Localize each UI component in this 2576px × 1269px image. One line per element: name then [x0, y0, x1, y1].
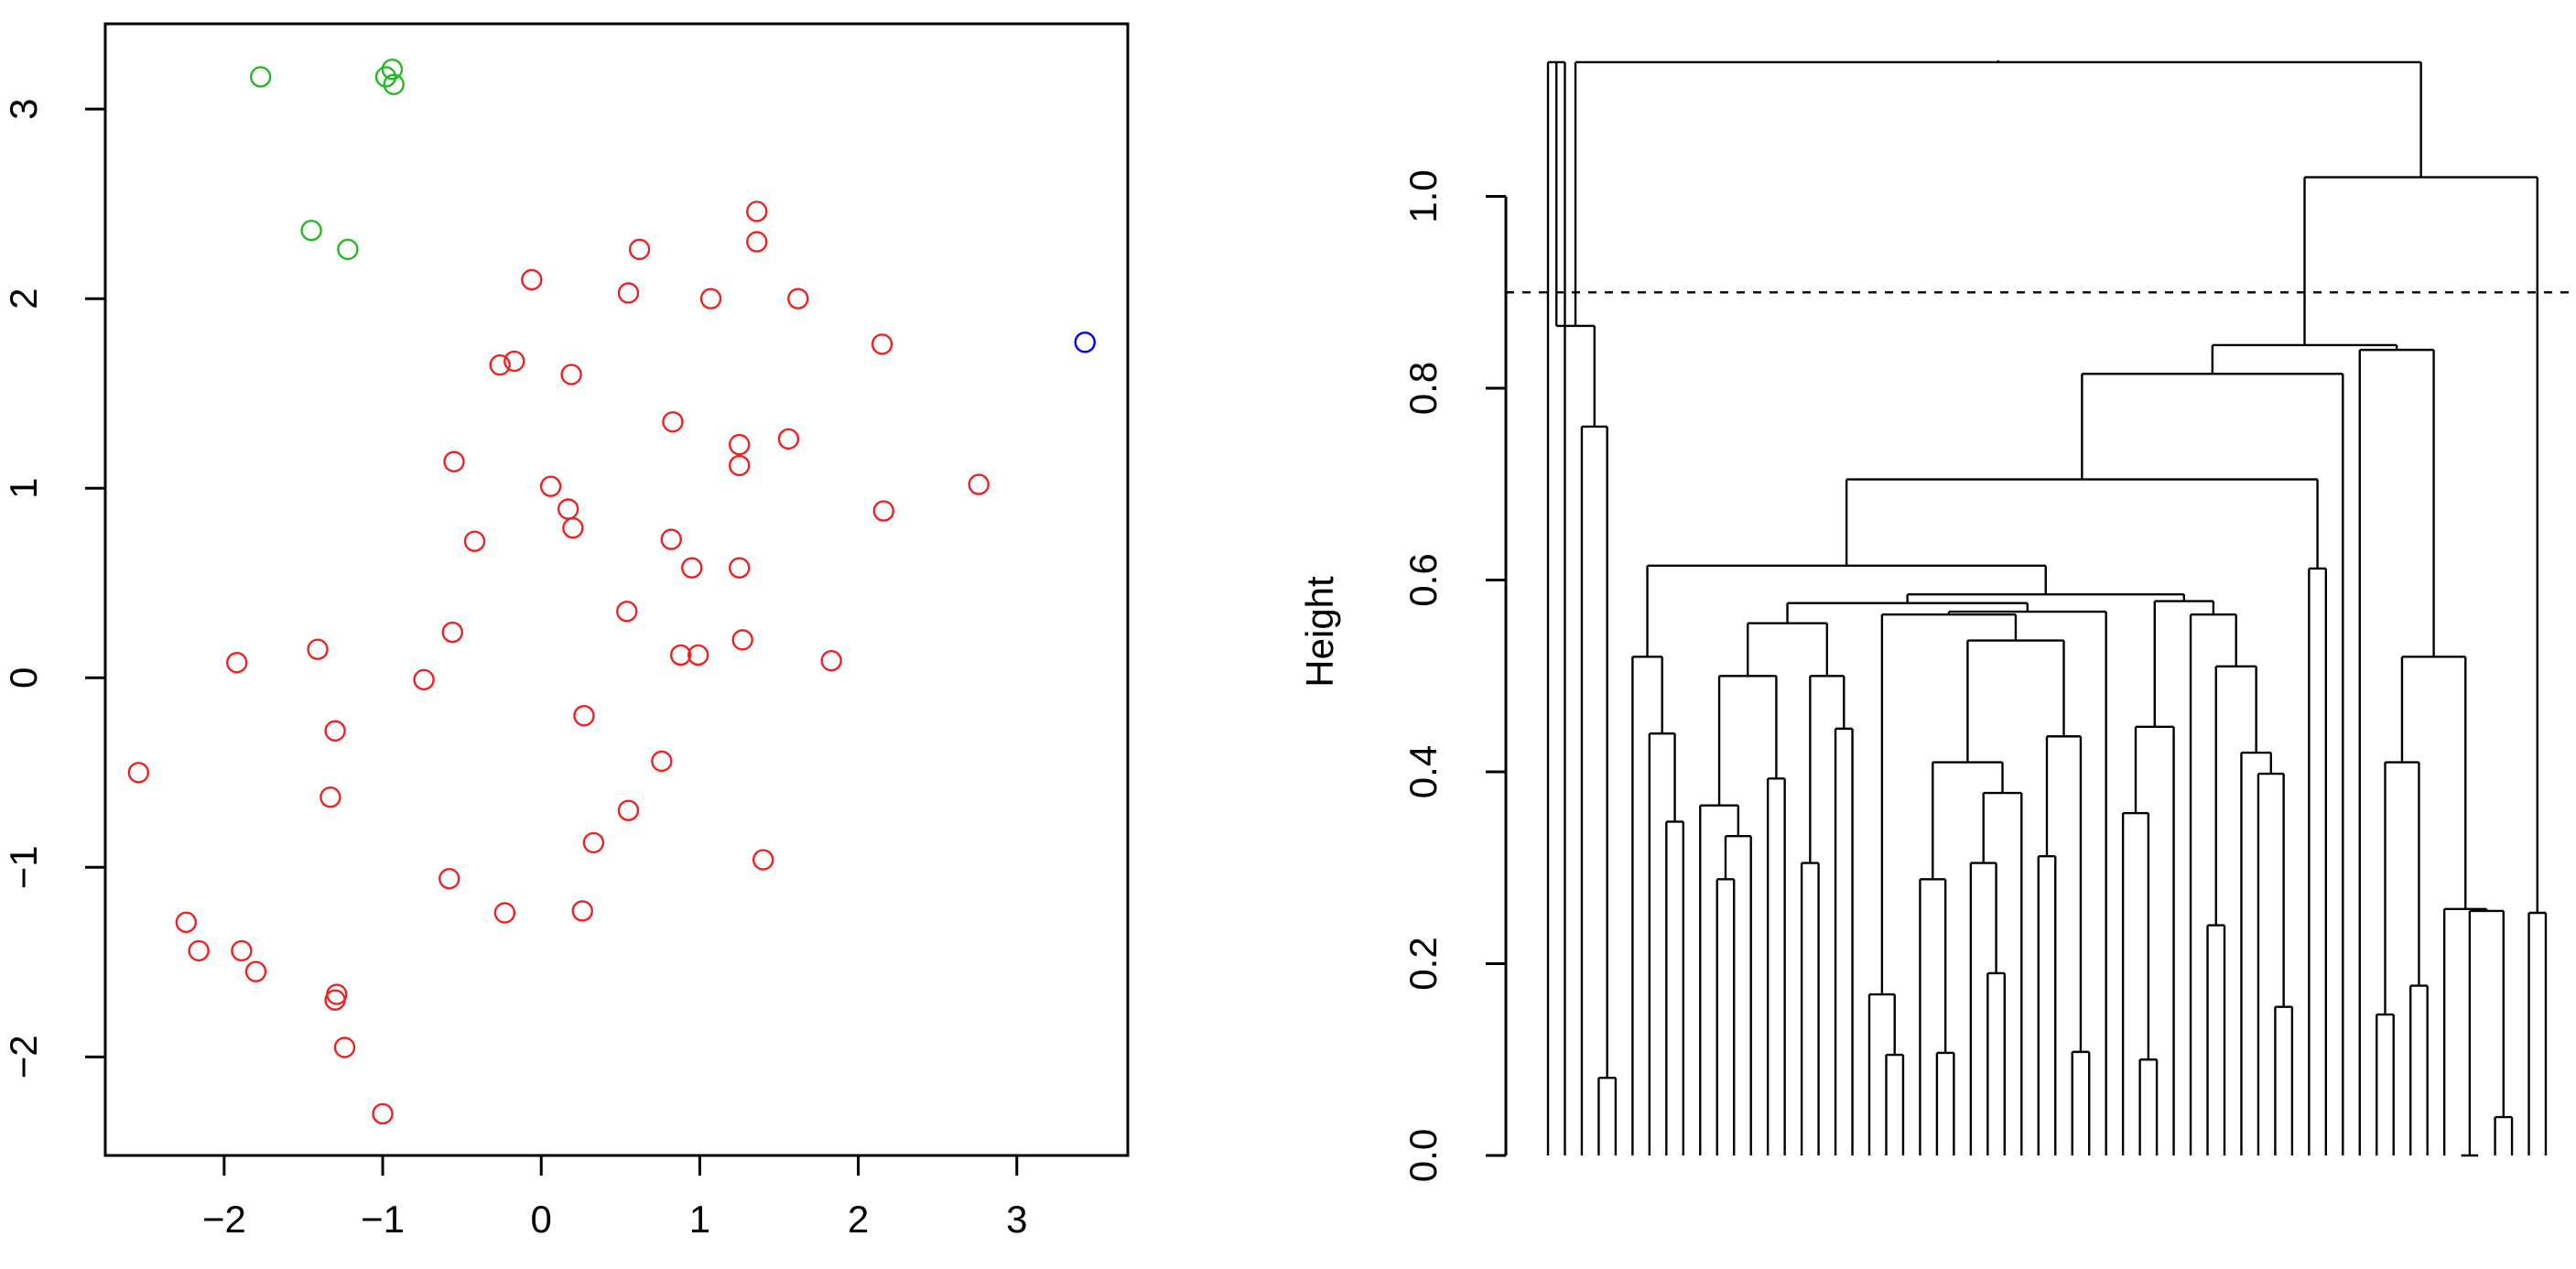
scatter-point: [372, 1102, 394, 1125]
scatter-point: [438, 868, 460, 890]
scatter-point: [582, 831, 605, 854]
scatter-point: [493, 902, 516, 924]
scatter-point: [777, 428, 800, 450]
y-tick-label: 0.6: [1402, 553, 1445, 606]
scatter-point: [300, 219, 322, 242]
scatter-point: [127, 762, 150, 784]
scatter-point: [662, 411, 684, 433]
scatter-point: [319, 786, 341, 808]
scatter-point: [381, 58, 404, 81]
scatter-point: [489, 353, 511, 376]
scatter-point: [562, 517, 584, 539]
scatter-point: [669, 644, 692, 667]
scatter-point: [560, 363, 582, 385]
x-tick-label: 1: [689, 1198, 710, 1241]
scatter-point: [617, 282, 640, 304]
scatter-point: [617, 799, 640, 821]
x-tick-label: −1: [361, 1198, 405, 1241]
scatter-point: [871, 333, 893, 355]
scatter-point: [250, 66, 272, 88]
scatter-point: [660, 528, 682, 550]
scatter-point: [573, 704, 595, 727]
dendrogram-y-axis: 0.0 0.2 0.4 0.6 0.8 1.0: [1402, 169, 1508, 1182]
scatter-point: [752, 849, 774, 871]
scatter-point: [333, 1036, 356, 1058]
scatter-point: [628, 238, 651, 261]
y-tick-label: 1.0: [1402, 169, 1445, 222]
scatter-point: [337, 238, 359, 261]
y-tick-label: 0.4: [1402, 745, 1445, 798]
scatter-plot: −2 −1 0 1 2 3 −2 −1 0 1 2 3: [2, 22, 1130, 1241]
y-tick-label: 2: [2, 288, 45, 309]
scatter-point: [872, 500, 895, 522]
y-tick-label: 1: [2, 478, 45, 499]
y-tick-label: 0.2: [1402, 937, 1445, 990]
scatter-point: [188, 939, 210, 962]
scatter-point: [244, 960, 267, 982]
dendrogram-tree: [1546, 60, 2548, 1157]
y-tick-label: −1: [2, 845, 45, 889]
scatter-point: [746, 201, 768, 222]
scatter-point: [616, 601, 638, 623]
scatter-point: [503, 350, 525, 373]
dendrogram: 0.0 0.2 0.4 0.6 0.8 1.0 Height: [1298, 60, 2574, 1182]
y-tick-label: 0: [2, 667, 45, 689]
scatter-point: [651, 750, 673, 773]
scatter-point: [443, 450, 465, 472]
scatter-point: [539, 475, 562, 497]
scatter-point: [307, 638, 329, 660]
scatter-point: [1074, 331, 1096, 353]
scatter-point: [729, 454, 751, 477]
scatter-plot-frame: [103, 22, 1130, 1157]
scatter-point: [746, 231, 768, 253]
scatter-point: [521, 268, 543, 291]
scatter-x-axis: −2 −1 0 1 2 3: [202, 1154, 1027, 1241]
scatter-point: [557, 498, 579, 520]
scatter-point: [231, 939, 253, 962]
y-tick-label: 0.0: [1402, 1129, 1445, 1182]
scatter-point: [374, 66, 397, 88]
dendrogram-y-axis-label: Height: [1298, 576, 1341, 688]
scatter-point: [729, 433, 751, 456]
x-tick-label: 3: [1006, 1198, 1027, 1241]
scatter-point: [383, 73, 405, 95]
scatter-point: [787, 287, 809, 309]
scatter-point: [441, 621, 463, 644]
scatter-point: [571, 900, 593, 922]
y-tick-label: 3: [2, 98, 45, 119]
scatter-point: [699, 287, 722, 309]
y-tick-label: −2: [2, 1035, 45, 1079]
scatter-point: [226, 652, 248, 674]
x-tick-label: 2: [848, 1198, 869, 1241]
scatter-point: [324, 989, 346, 1011]
scatter-point: [175, 911, 198, 934]
scatter-point: [463, 530, 486, 552]
scatter-y-axis: −2 −1 0 1 2 3: [2, 98, 107, 1079]
scatter-point: [729, 557, 751, 579]
x-tick-label: −2: [202, 1198, 246, 1241]
x-tick-label: 0: [531, 1198, 552, 1241]
scatter-point: [324, 720, 346, 742]
scatter-point: [687, 644, 709, 667]
scatter-point: [413, 668, 435, 691]
scatter-point: [681, 557, 703, 579]
scatter-point: [968, 473, 990, 495]
y-tick-label: 0.8: [1402, 362, 1445, 415]
scatter-points: [127, 58, 1096, 1125]
scatter-point: [731, 629, 753, 651]
scatter-point: [820, 649, 842, 672]
